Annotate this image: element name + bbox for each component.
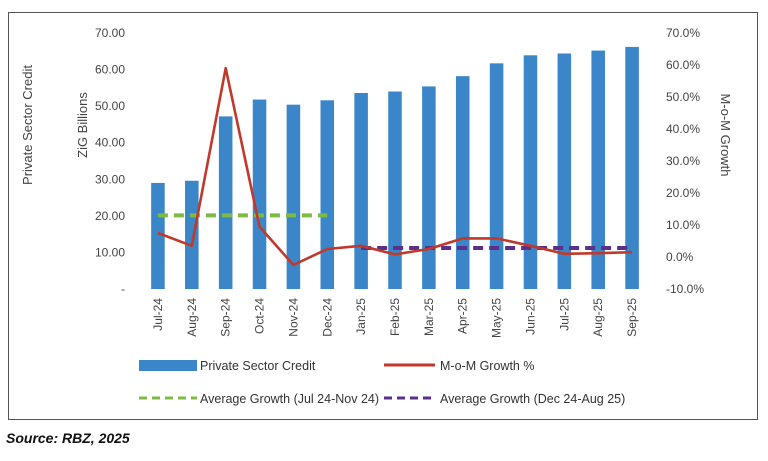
bar-oct-24 bbox=[252, 99, 267, 289]
bar-jan-25 bbox=[354, 92, 368, 289]
x-tick-label: Mar-25 bbox=[422, 298, 436, 336]
x-tick-label: Jun-25 bbox=[523, 298, 537, 335]
bar-sep-24 bbox=[218, 116, 233, 289]
right-tick-label: 50.0% bbox=[666, 90, 700, 104]
left-tick-label: 70.00 bbox=[95, 26, 125, 40]
legend: Private Sector Credit M-o-M Growth % Ave… bbox=[139, 359, 625, 406]
left-axis-label-line2: ZiG Billions bbox=[75, 92, 90, 158]
bar-apr-25 bbox=[455, 76, 470, 289]
right-tick-label: 10.0% bbox=[666, 218, 700, 232]
growth-line-series bbox=[157, 66, 633, 267]
left-axis-ticks: - 10.00 20.00 30.00 40.00 50.00 60.00 70.00 bbox=[95, 26, 125, 296]
bar-jun-25 bbox=[523, 55, 538, 290]
x-tick-label: Sep-25 bbox=[625, 298, 639, 337]
bar-sep-25 bbox=[625, 46, 639, 290]
bar-nov-24 bbox=[286, 104, 301, 290]
right-tick-label: 40.0% bbox=[666, 122, 700, 136]
left-tick-label: 10.00 bbox=[95, 245, 125, 259]
right-tick-label: -10.0% bbox=[666, 282, 704, 296]
left-tick-label: 50.00 bbox=[95, 99, 125, 113]
right-tick-label: 70.0% bbox=[666, 26, 700, 40]
x-tick-label: Aug-25 bbox=[591, 298, 605, 337]
x-tick-label: Aug-24 bbox=[185, 298, 199, 337]
growth-line bbox=[157, 66, 633, 267]
bar-jul-25 bbox=[557, 53, 572, 290]
left-tick-label: 60.00 bbox=[95, 63, 125, 77]
chart-frame: Private Sector Credit ZiG Billions M-o-M… bbox=[8, 12, 758, 420]
x-tick-label: Oct-24 bbox=[253, 298, 267, 334]
left-tick-label: 40.00 bbox=[95, 136, 125, 150]
right-tick-label: 60.0% bbox=[666, 58, 700, 72]
left-tick-label: - bbox=[121, 282, 125, 296]
legend-label-growth: M-o-M Growth % bbox=[440, 359, 534, 373]
left-tick-label: 30.00 bbox=[95, 172, 125, 186]
right-axis-ticks: -10.0% 0.0% 10.0% 20.0% 30.0% 40.0% 50.0% 60.0%… bbox=[666, 26, 704, 296]
x-tick-label: Feb-25 bbox=[388, 298, 402, 336]
bar-aug-25 bbox=[591, 50, 605, 289]
legend-label-credit: Private Sector Credit bbox=[200, 359, 316, 373]
x-tick-label: May-25 bbox=[490, 298, 504, 338]
x-tick-label: Sep-24 bbox=[219, 298, 233, 337]
x-tick-label: Apr-25 bbox=[456, 298, 470, 334]
source-note: Source: RBZ, 2025 bbox=[6, 430, 130, 446]
x-tick-label: Dec-24 bbox=[320, 298, 334, 337]
bar-mar-25 bbox=[422, 86, 436, 289]
right-tick-label: 30.0% bbox=[666, 154, 700, 168]
average-lines bbox=[157, 213, 633, 251]
bar-aug-24 bbox=[185, 180, 199, 289]
right-tick-label: 0.0% bbox=[666, 250, 694, 264]
right-axis-label: M-o-M Growth bbox=[718, 93, 733, 176]
left-axis-label: Private Sector Credit ZiG Billions bbox=[20, 65, 90, 185]
bar-series bbox=[151, 46, 639, 290]
legend-label-avg1: Average Growth (Jul 24-Nov 24) bbox=[200, 392, 379, 406]
legend-label-avg2: Average Growth (Dec 24-Aug 25) bbox=[440, 392, 625, 406]
left-axis-label-line1: Private Sector Credit bbox=[20, 65, 35, 185]
x-tick-label: Jul-25 bbox=[557, 298, 571, 331]
left-tick-label: 20.00 bbox=[95, 209, 125, 223]
bar-may-25 bbox=[489, 63, 504, 290]
bar-jul-24 bbox=[151, 182, 165, 289]
x-axis-ticks: Jul-24 Aug-24 Sep-24 Oct-24 Nov-24 Dec-24 Jan-… bbox=[151, 298, 639, 338]
x-tick-label: Jul-24 bbox=[151, 298, 165, 331]
x-tick-label: Jan-25 bbox=[354, 298, 368, 335]
combo-chart: Private Sector Credit ZiG Billions M-o-M… bbox=[20, 26, 733, 406]
bar-feb-25 bbox=[388, 91, 402, 289]
legend-swatch-credit bbox=[139, 360, 197, 371]
x-tick-label: Nov-24 bbox=[286, 298, 300, 337]
right-tick-label: 20.0% bbox=[666, 186, 700, 200]
bar-dec-24 bbox=[320, 100, 335, 289]
